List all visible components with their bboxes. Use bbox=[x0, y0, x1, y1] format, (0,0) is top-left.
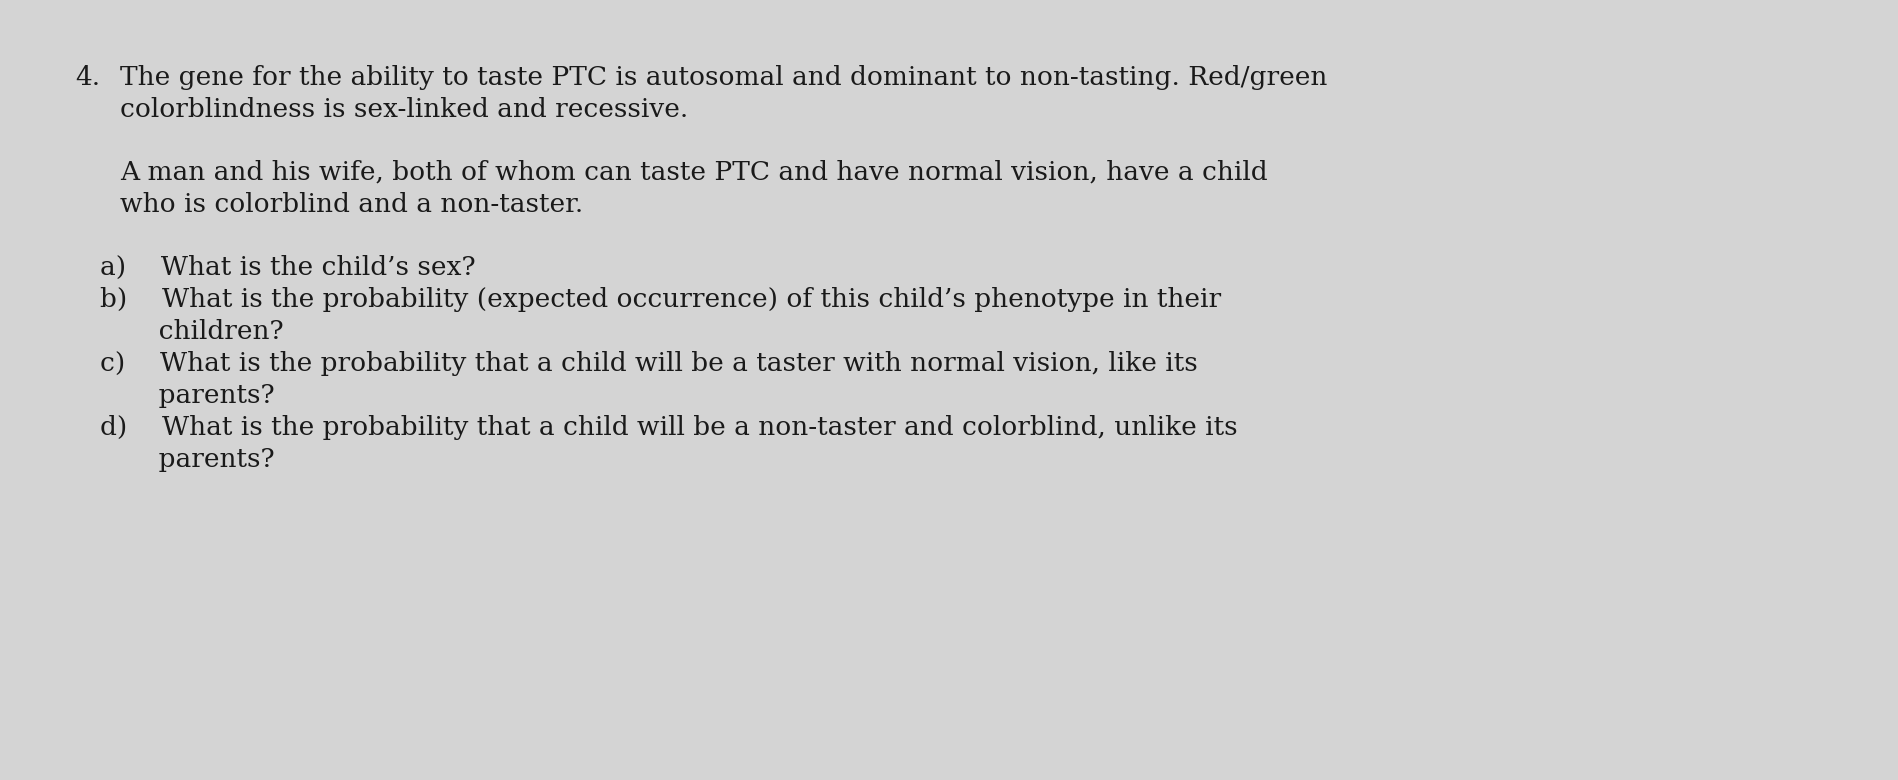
Text: A man and his wife, both of whom can taste PTC and have normal vision, have a ch: A man and his wife, both of whom can tas… bbox=[120, 160, 1268, 185]
Text: 4.: 4. bbox=[74, 65, 101, 90]
Text: colorblindness is sex-linked and recessive.: colorblindness is sex-linked and recessi… bbox=[120, 97, 687, 122]
Text: parents?: parents? bbox=[101, 383, 275, 408]
Text: children?: children? bbox=[101, 319, 283, 344]
Text: b)  What is the probability (expected occurrence) of this child’s phenotype in t: b) What is the probability (expected occ… bbox=[101, 287, 1220, 312]
Text: who is colorblind and a non-taster.: who is colorblind and a non-taster. bbox=[120, 192, 583, 217]
Text: d)  What is the probability that a child will be a non-taster and colorblind, un: d) What is the probability that a child … bbox=[101, 415, 1237, 440]
Text: parents?: parents? bbox=[101, 447, 275, 472]
Text: c)  What is the probability that a child will be a taster with normal vision, li: c) What is the probability that a child … bbox=[101, 351, 1198, 376]
Text: a)  What is the child’s sex?: a) What is the child’s sex? bbox=[101, 255, 474, 280]
Text: The gene for the ability to taste PTC is autosomal and dominant to non-tasting. : The gene for the ability to taste PTC is… bbox=[120, 65, 1327, 90]
